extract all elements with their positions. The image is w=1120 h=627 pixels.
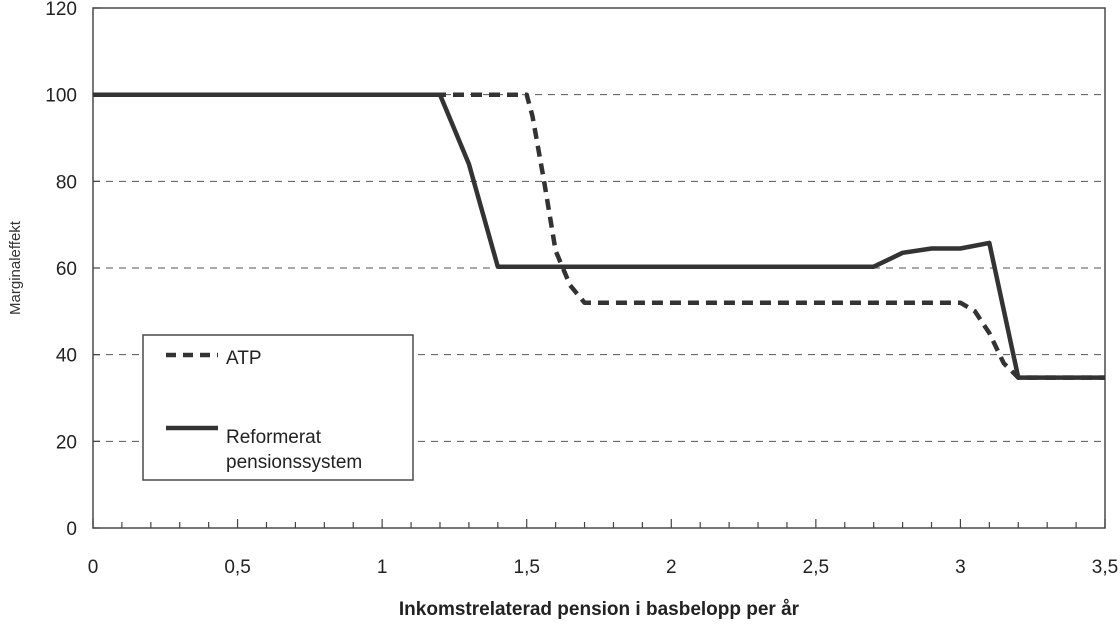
x-tick-label: 1,5 [514,557,540,578]
series-line-reformerat [93,92,1105,380]
legend-label-reformerat-line1: Reformerat [226,427,322,448]
y-tick-label: 0 [66,519,77,540]
series-line-atp [93,92,1105,380]
y-tick-label: 120 [45,0,77,20]
x-tick-label: 0,5 [224,557,250,578]
x-tick-label: 2 [666,557,677,578]
y-tick-label: 100 [45,86,77,107]
legend: ATP Reformerat pensionssystem [142,334,414,481]
legend-label-atp: ATP [226,348,262,369]
legend-box [142,334,414,481]
x-tick-label: 2,5 [803,557,829,578]
y-tick-label: 20 [56,432,77,453]
y-tick-label: 40 [56,346,77,367]
legend-label-reformerat-line2: pensionssystem [226,452,362,473]
x-axis-title: Inkomstrelaterad pension i basbelopp per… [399,599,800,620]
y-tick-label: 80 [56,172,77,193]
x-tick-label: 3 [955,557,966,578]
tick-labels: 0 0,5 1 1,5 2 2,5 3 3,5 0 20 40 60 80 100 120 [45,0,1118,578]
x-tick-label: 3,5 [1092,557,1118,578]
axis-ticks [92,7,1106,529]
x-tick-label: 0 [88,557,99,578]
y-axis-title: Marginaleffekt [7,220,24,315]
y-tick-label: 60 [56,259,77,280]
series-lines [93,92,1105,380]
x-tick-label: 1 [377,557,388,578]
